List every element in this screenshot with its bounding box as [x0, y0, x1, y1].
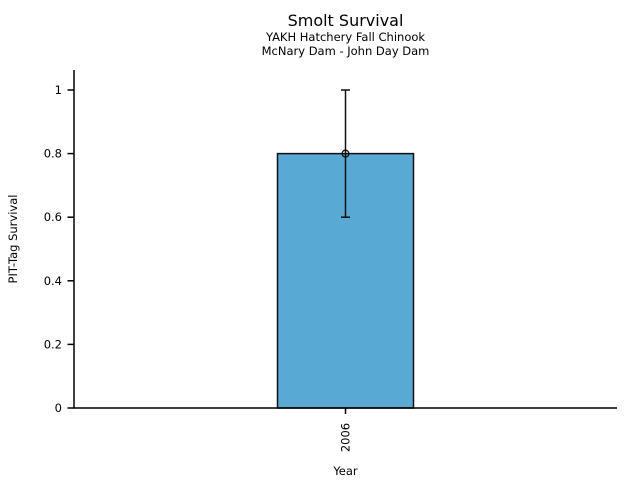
chart-title: Smolt Survival	[287, 11, 404, 30]
x-axis-label: Year	[332, 464, 358, 478]
chart-subtitle-line1: YAKH Hatchery Fall Chinook	[265, 30, 426, 44]
x-axis-tick-label: 2006	[339, 423, 353, 452]
chart-subtitle-line2: McNary Dam - John Day Dam	[261, 44, 430, 58]
y-axis-tick-label: 0.8	[44, 147, 62, 161]
y-axis-tick-label: 0	[55, 401, 62, 415]
y-axis-label: PIT-Tag Survival	[6, 195, 20, 284]
y-axis-tick-label: 1	[55, 83, 62, 97]
y-axis-tick-label: 0.6	[44, 210, 62, 224]
data-point-marker	[341, 149, 350, 158]
title-block: Smolt Survival YAKH Hatchery Fall Chinoo…	[74, 11, 617, 58]
y-axis-tick-label: 0.4	[44, 274, 62, 288]
y-axis-tick-label: 0.2	[44, 337, 62, 351]
